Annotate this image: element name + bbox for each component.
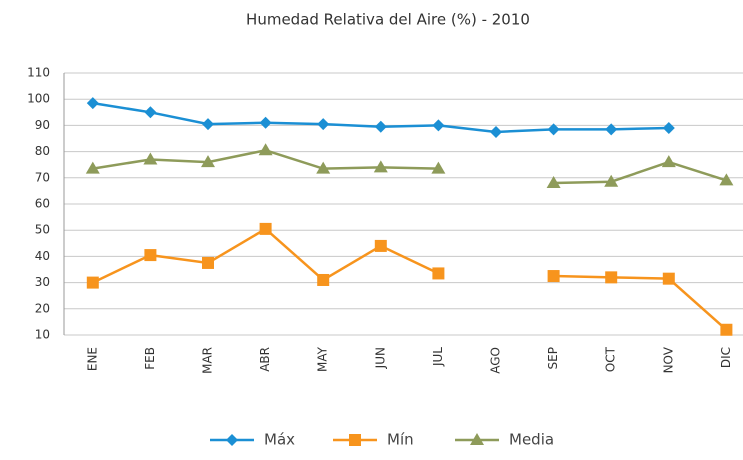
y-tick-label: 30: [35, 275, 50, 289]
y-tick-label: 10: [35, 328, 50, 342]
y-tick-label: 70: [35, 170, 50, 184]
point: [201, 155, 215, 168]
point: [662, 122, 675, 135]
y-tick-label: 100: [27, 92, 50, 106]
point: [144, 106, 157, 119]
legend-label: Máx: [264, 431, 295, 449]
x-tick-label: FEB: [143, 347, 157, 370]
point: [86, 97, 99, 110]
point: [202, 118, 214, 131]
point: [373, 160, 388, 173]
point: [431, 161, 446, 174]
x-tick-label: MAY: [316, 346, 330, 372]
legend-marker: [226, 434, 238, 446]
point: [547, 270, 560, 283]
legend-label: Mín: [387, 431, 414, 449]
point: [490, 125, 502, 138]
x-tick-label: OCT: [604, 346, 618, 372]
point: [546, 176, 561, 189]
point: [605, 271, 618, 284]
point: [258, 143, 273, 156]
y-tick-label: 90: [35, 118, 50, 132]
point: [374, 239, 387, 252]
point: [85, 161, 100, 174]
point: [374, 120, 387, 133]
point: [317, 273, 330, 286]
point: [144, 249, 157, 262]
x-tick-label: AGO: [489, 347, 503, 374]
legend-label: Media: [509, 431, 554, 449]
x-tick-label: ABR: [258, 347, 272, 372]
point: [661, 155, 676, 168]
point: [143, 152, 158, 165]
point: [719, 173, 734, 186]
point: [432, 267, 445, 280]
x-tick-label: MAR: [201, 347, 215, 374]
y-tick-label: 60: [35, 197, 50, 211]
legend-marker: [349, 434, 361, 446]
x-tick-label: JUN: [373, 347, 387, 369]
series-line: [92, 227, 728, 331]
point: [316, 161, 331, 174]
point: [604, 174, 619, 187]
y-tick-label: 110: [27, 66, 50, 80]
x-tick-label: DIC: [719, 347, 733, 368]
point: [662, 272, 675, 285]
point: [605, 123, 618, 136]
point: [259, 116, 272, 129]
point: [432, 119, 445, 132]
x-tick-label: SEP: [546, 347, 560, 369]
chart-title: Humedad Relativa del Aire (%) - 2010: [246, 11, 530, 29]
y-tick-label: 40: [35, 249, 50, 263]
y-tick-label: 80: [35, 144, 50, 158]
point: [86, 276, 99, 289]
point: [202, 256, 214, 269]
legend-marker: [470, 433, 484, 445]
x-tick-label: ENE: [85, 347, 99, 371]
point: [317, 118, 330, 131]
y-tick-label: 20: [35, 301, 50, 315]
point: [720, 323, 733, 336]
y-tick-label: 50: [35, 223, 50, 237]
point: [259, 222, 272, 235]
x-tick-label: NOV: [661, 346, 675, 373]
point: [547, 123, 560, 136]
x-tick-label: JUL: [431, 347, 445, 367]
